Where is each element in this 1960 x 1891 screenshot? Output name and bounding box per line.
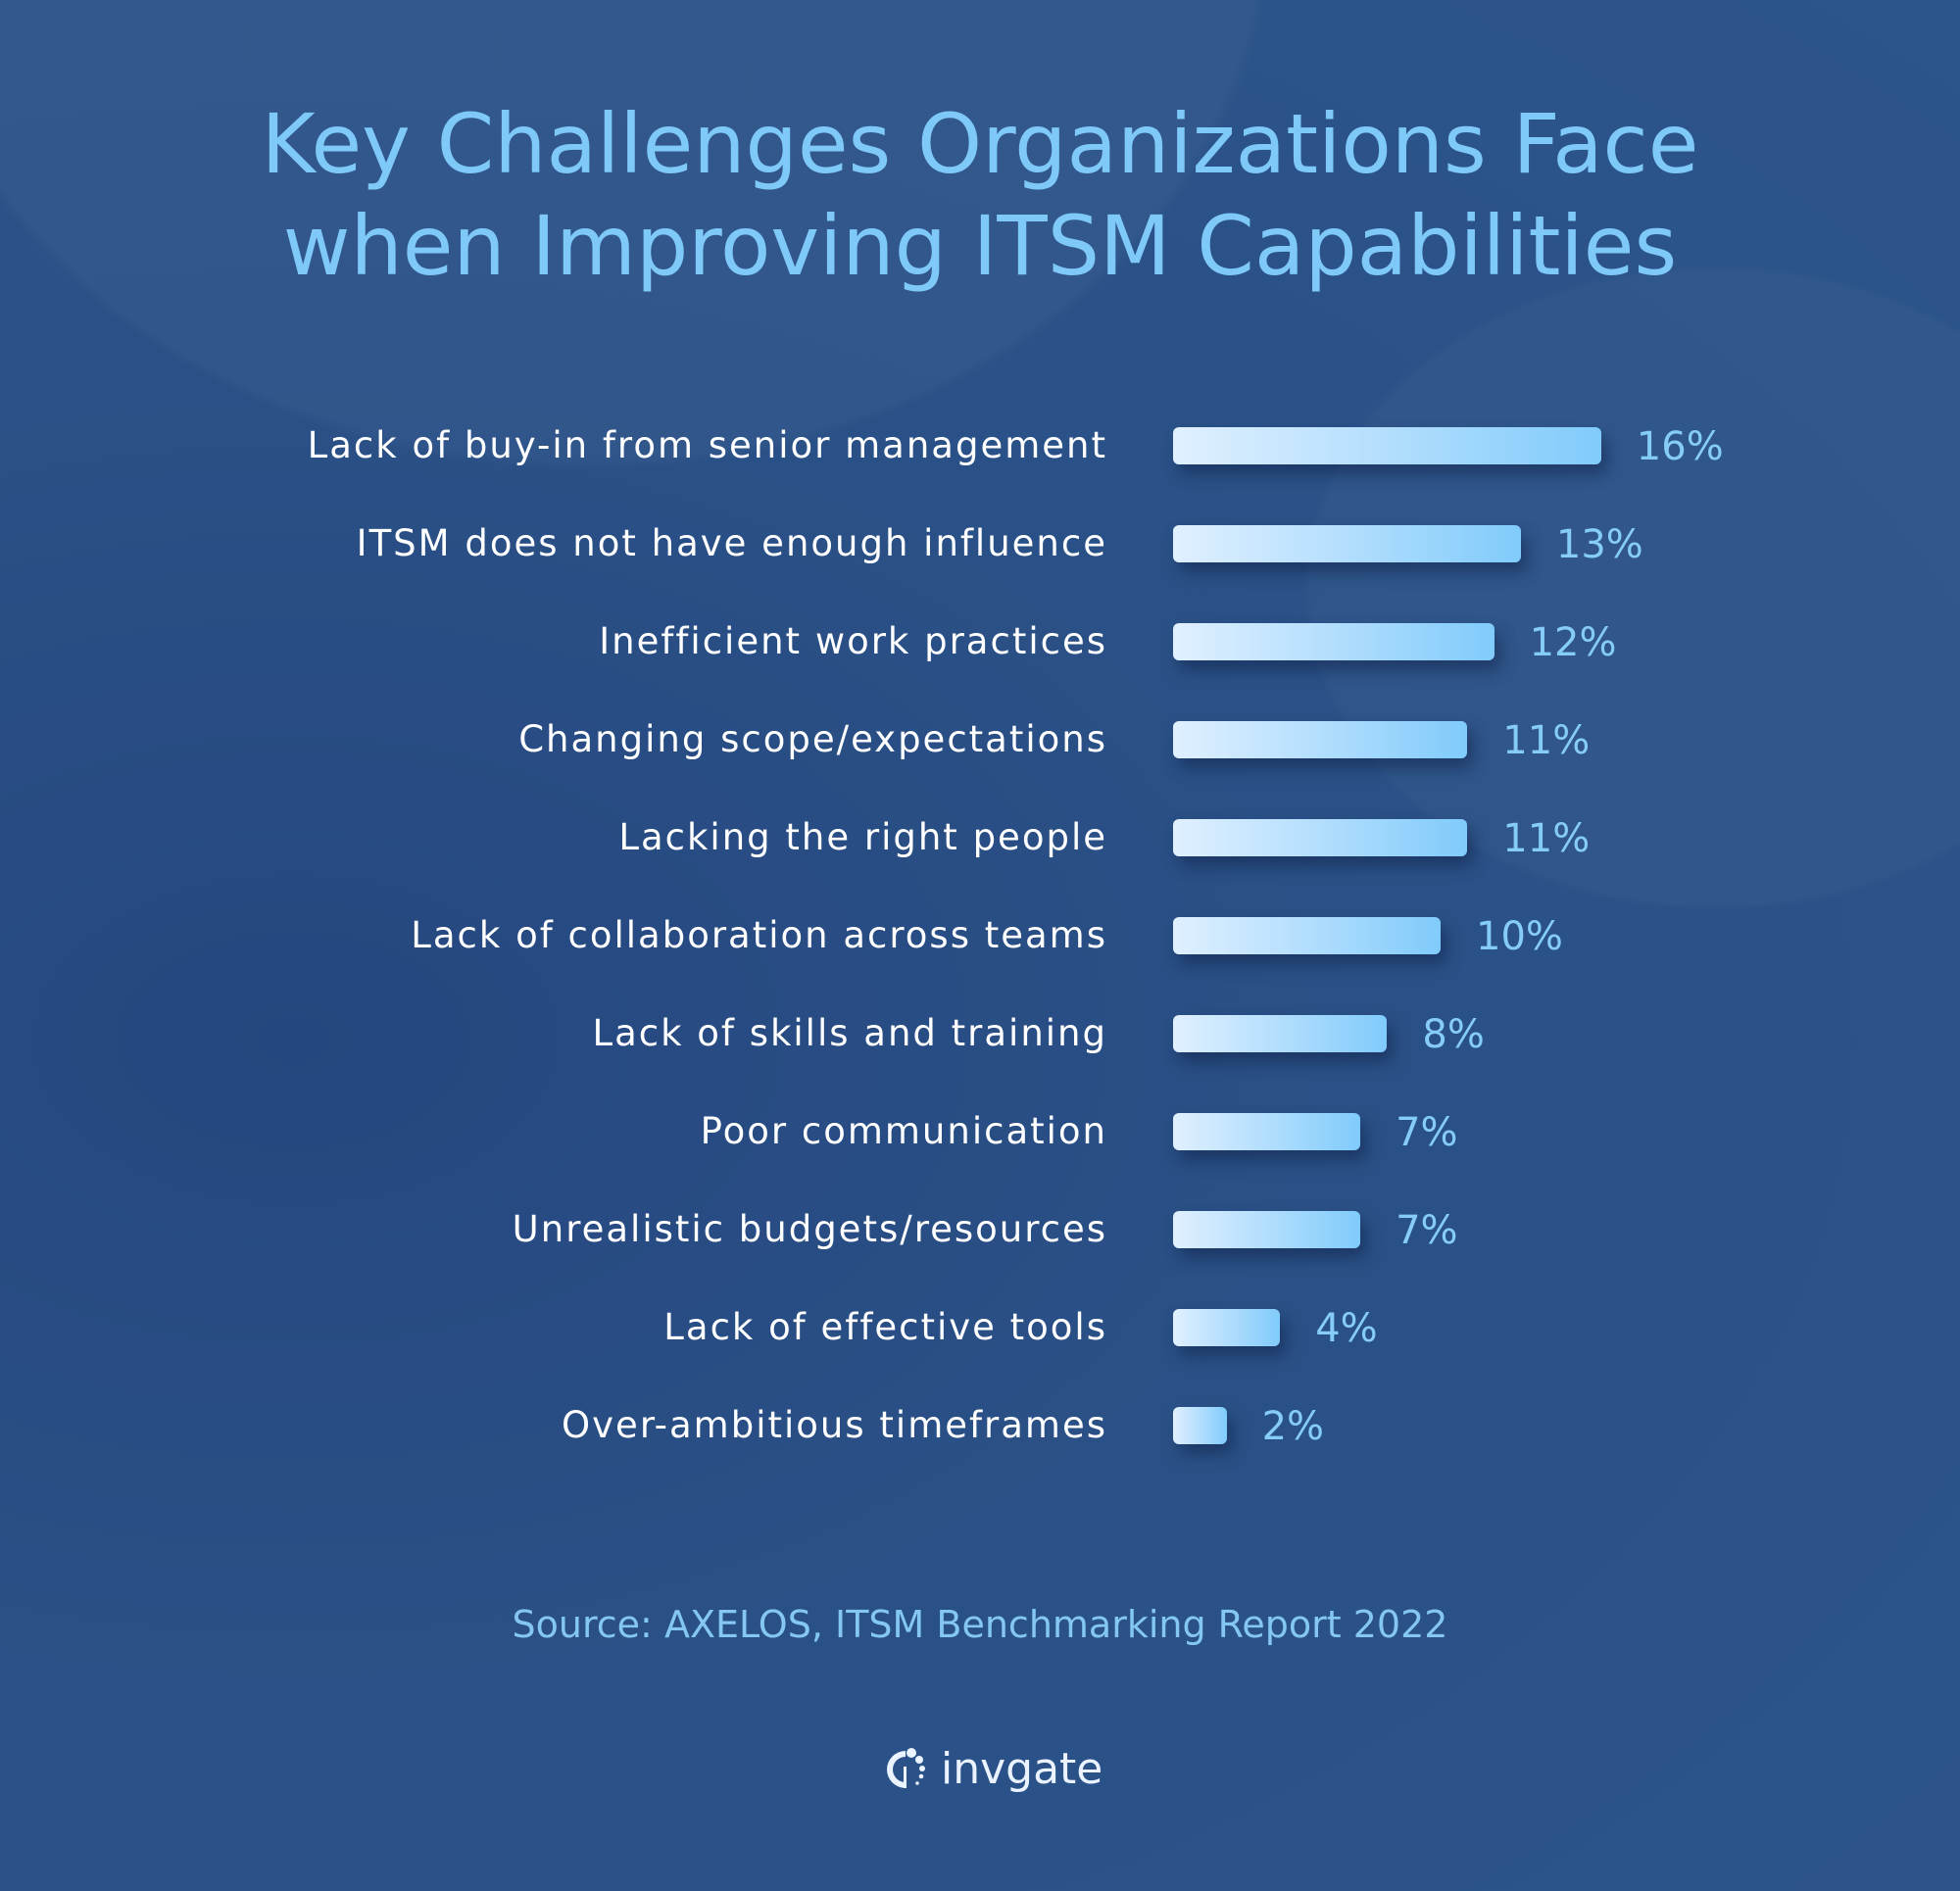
category-label: Lack of buy-in from senior management xyxy=(307,424,1107,466)
category-label: Lack of collaboration across teams xyxy=(411,914,1107,956)
category-label: Unrealistic budgets/resources xyxy=(512,1208,1107,1250)
category-label: Lack of skills and training xyxy=(592,1012,1107,1054)
value-label: 16% xyxy=(1636,424,1724,469)
value-label: 8% xyxy=(1422,1012,1485,1057)
bar xyxy=(1173,721,1468,758)
value-label: 7% xyxy=(1396,1110,1458,1155)
bar xyxy=(1173,819,1468,856)
category-label: Over-ambitious timeframes xyxy=(562,1404,1107,1446)
title-line-2: when Improving ITSM Capabilities xyxy=(282,198,1678,294)
page-title: Key Challenges Organizations Face when I… xyxy=(0,93,1960,297)
value-label: 2% xyxy=(1261,1404,1325,1449)
bar xyxy=(1173,1015,1388,1052)
value-label: 7% xyxy=(1396,1208,1458,1253)
bar xyxy=(1173,1211,1361,1248)
value-label: 10% xyxy=(1476,914,1563,959)
logo-text: invgate xyxy=(941,1744,1103,1794)
category-label: Lack of effective tools xyxy=(663,1306,1107,1348)
title-line-1: Key Challenges Organizations Face xyxy=(261,96,1699,192)
category-label: Lacking the right people xyxy=(618,816,1107,858)
value-label: 4% xyxy=(1315,1306,1378,1351)
bar xyxy=(1173,917,1441,954)
category-label: Poor communication xyxy=(700,1110,1107,1152)
bar xyxy=(1173,1309,1281,1346)
source-note: Source: AXELOS, ITSM Benchmarking Report… xyxy=(512,1603,1448,1646)
bar xyxy=(1173,623,1494,660)
bar xyxy=(1173,525,1521,562)
category-label: Changing scope/expectations xyxy=(518,718,1107,760)
bar xyxy=(1173,1113,1361,1150)
bar xyxy=(1173,1407,1227,1444)
value-label: 13% xyxy=(1555,522,1643,567)
bar xyxy=(1173,427,1601,464)
value-label: 11% xyxy=(1502,718,1591,763)
invgate-logo: invgate xyxy=(882,1744,1102,1794)
category-label: Inefficient work practices xyxy=(599,620,1107,662)
category-label: ITSM does not have enough influence xyxy=(356,522,1107,564)
value-label: 12% xyxy=(1529,620,1617,665)
value-label: 11% xyxy=(1502,816,1591,861)
invgate-logo-icon xyxy=(887,1747,925,1788)
